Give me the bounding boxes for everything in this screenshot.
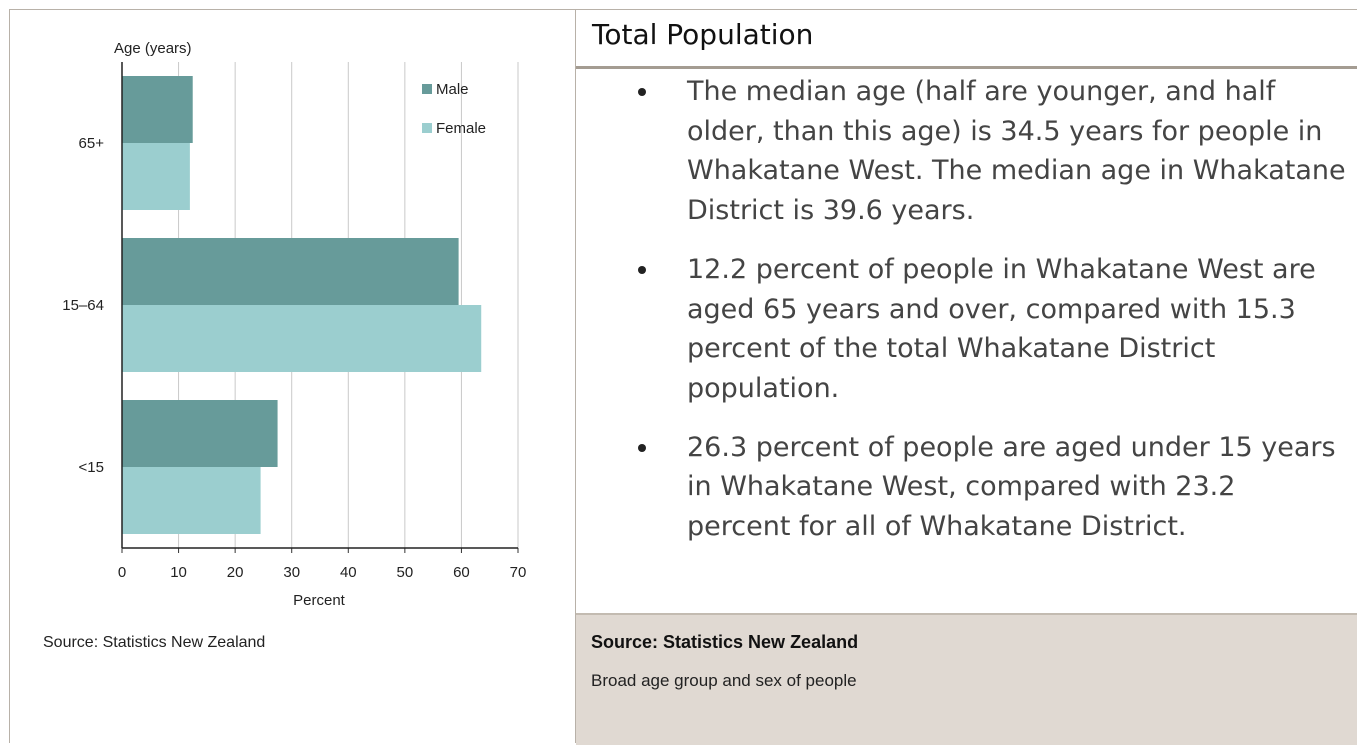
y-tick-label-2: <15 [79,459,104,476]
x-tick-label-70: 70 [510,564,527,581]
bullet-item-65-plus: 12.2 percent of people in Whakatane West… [636,250,1346,409]
source-footer: Source: Statistics New Zealand Broad age… [576,613,1357,745]
bullet-icon [638,265,646,274]
summary-panel: Total Population The median age (half ar… [576,10,1357,745]
x-tick-label-60: 60 [453,564,470,581]
bullet-text: The median age (half are younger, and ha… [687,76,1346,227]
bullet-item-under-15: 26.3 percent of people are aged under 15… [636,428,1346,547]
x-tick-label-10: 10 [170,564,187,581]
x-tick-label-0: 0 [118,564,126,581]
chart-source-note: Source: Statistics New Zealand [43,634,266,651]
bar-male-1 [122,238,459,305]
legend-swatch-male [422,84,432,94]
x-tick-label-30: 30 [283,564,300,581]
frame-top-border [9,9,1357,10]
x-tick-label-20: 20 [227,564,244,581]
legend-swatch-female [422,123,432,133]
legend-label-female: Female [436,120,486,137]
bar-female-0 [122,143,190,210]
bullet-item-median-age: The median age (half are younger, and ha… [636,72,1346,231]
chart-legend: Male Female [422,81,486,137]
y-tick-label-1: 15–64 [62,297,104,314]
panel-title: Total Population [592,18,814,51]
y-tick-label-0: 65+ [79,135,105,152]
age-sex-bar-chart: 0 10 20 30 40 50 60 70 65+ 15–64 <15 Age (years) P… [62,40,526,609]
chart-bars [122,76,482,534]
chart-axes: 0 10 20 30 40 50 60 70 65+ 15–64 <15 [62,62,526,581]
x-tick-label-40: 40 [340,564,357,581]
bar-male-0 [122,76,193,143]
legend-label-male: Male [436,81,469,98]
bullet-text: 26.3 percent of people are aged under 15… [687,431,1336,543]
bullet-icon [638,88,646,96]
y-axis-label: Age (years) [114,40,192,57]
panel-divider [575,9,576,743]
frame-left-border [9,9,10,743]
bullet-icon [638,443,646,452]
footer-source: Source: Statistics New Zealand [591,632,859,652]
x-tick-label-50: 50 [397,564,414,581]
summary-bullets: The median age (half are younger, and ha… [636,72,1346,566]
footer-description: Broad age group and sex of people [591,671,857,690]
x-axis-label: Percent [293,592,346,609]
bar-female-1 [122,305,482,372]
bar-male-2 [122,400,278,467]
bar-female-2 [122,467,261,534]
bullet-text: 12.2 percent of people in Whakatane West… [687,253,1316,404]
title-divider [576,66,1357,69]
